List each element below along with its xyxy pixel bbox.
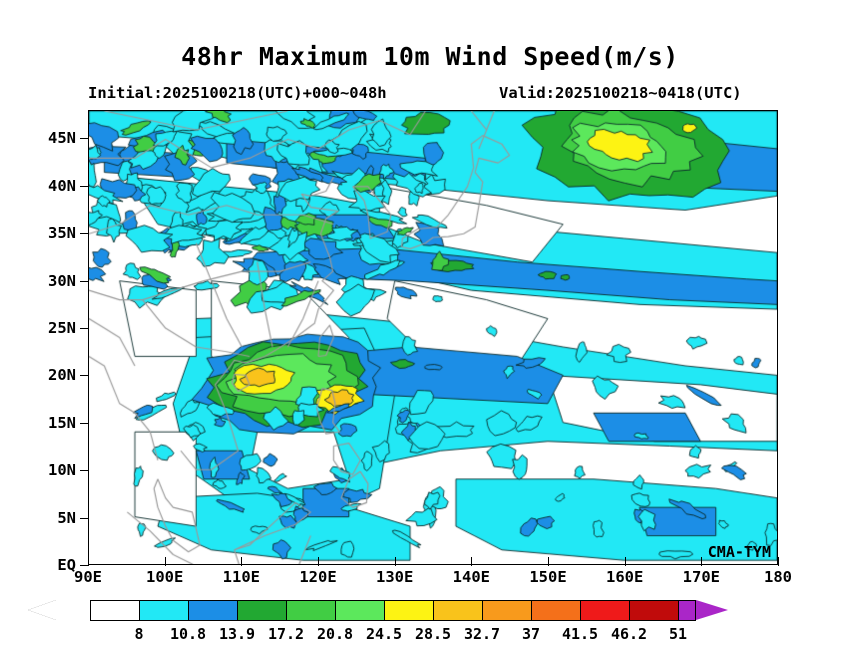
colorbar-swatch xyxy=(678,600,696,621)
x-axis-tick-mark xyxy=(88,557,89,566)
colorbar-swatch xyxy=(580,600,629,621)
colorbar-tick-label: 28.5 xyxy=(414,625,452,643)
y-axis-tick-mark xyxy=(80,328,89,330)
colorbar-tick-label: 13.9 xyxy=(218,625,256,643)
x-axis-tick-mark xyxy=(778,557,779,566)
x-axis-tick-mark xyxy=(471,557,473,566)
colorbar-swatch xyxy=(482,600,531,621)
colorbar-swatch xyxy=(629,600,678,621)
colorbar-tick-label: 24.5 xyxy=(365,625,403,643)
page-title: 48hr Maximum 10m Wind Speed(m/s) xyxy=(181,42,679,71)
colorbar-tick-label: 51 xyxy=(668,625,688,643)
x-axis-tick-mark xyxy=(318,557,319,566)
x-axis-tick-label: 120E xyxy=(299,568,337,586)
x-axis-tick-label: 160E xyxy=(605,568,644,586)
y-axis-tick-mark xyxy=(80,280,89,282)
map-canvas xyxy=(89,111,777,564)
y-axis-tick-mark xyxy=(80,233,89,235)
colorbar-tick-label: 32.7 xyxy=(463,625,501,643)
colorbar-tick-label: 41.5 xyxy=(561,625,599,643)
y-axis-tick-label: 10N xyxy=(48,461,76,480)
colorbar-swatch xyxy=(286,600,335,621)
colorbar-swatch xyxy=(384,600,433,621)
colorbar-tick-label: 17.2 xyxy=(267,625,305,643)
colorbar-swatch xyxy=(433,600,482,621)
x-axis-tick-label: 110E xyxy=(222,568,260,586)
y-axis-tick-mark xyxy=(80,517,89,519)
x-axis-tick-label: 130E xyxy=(375,568,414,586)
x-axis-tick-mark xyxy=(394,557,396,566)
x-axis-tick-label: 100E xyxy=(145,568,184,586)
colorbar-tick-label: 10.8 xyxy=(169,625,207,643)
initial-time-label: Initial:2025100218(UTC)+000~048h xyxy=(88,84,387,102)
valid-time-label: Valid:2025100218~0418(UTC) xyxy=(499,84,742,102)
colorbar-tick-label: 37 xyxy=(521,625,541,643)
colorbar-swatch xyxy=(335,600,384,621)
wind-speed-map: CMA-TYM xyxy=(88,110,778,565)
colorbar-tick-label: 20.8 xyxy=(316,625,354,643)
y-axis-tick-mark xyxy=(80,422,89,424)
x-axis-tick-label: 180 xyxy=(764,568,792,586)
colorbar-segments xyxy=(90,600,696,621)
x-axis-tick-mark xyxy=(701,557,703,566)
y-axis-tick-label: 20N xyxy=(48,366,76,385)
x-axis-tick-label: 140E xyxy=(452,568,490,586)
y-axis-tick-mark xyxy=(80,565,89,566)
x-axis-tick-mark xyxy=(624,557,626,566)
y-axis-tick-label: 35N xyxy=(48,224,76,243)
y-axis-tick-label: 40N xyxy=(48,176,76,195)
x-axis-tick-mark xyxy=(241,557,243,566)
x-axis-tick-label: 150E xyxy=(529,568,567,586)
x-axis-tick-label: 170E xyxy=(682,568,720,586)
colorbar-swatch xyxy=(90,600,139,621)
y-axis-tick-label: EQ xyxy=(57,556,76,574)
y-axis-tick-label: 5N xyxy=(57,508,76,527)
x-axis-tick-label: 90E xyxy=(74,568,102,586)
y-axis-tick-mark xyxy=(80,375,89,377)
y-axis-tick-label: 25N xyxy=(48,319,76,338)
colorbar-swatch xyxy=(139,600,188,621)
colorbar-tick-label: 46.2 xyxy=(610,625,648,643)
x-axis-tick-mark xyxy=(164,557,166,566)
colorbar: 8 10.8 13.9 17.2 20.8 24.5 28.5 32.7 37 41.5 46.2 5… xyxy=(0,600,860,660)
y-axis-tick-mark xyxy=(80,138,89,140)
colorbar-under-arrow xyxy=(28,600,56,620)
y-axis-tick-label: 30N xyxy=(48,271,76,290)
x-axis-tick-mark xyxy=(548,557,549,566)
y-axis-tick-label: 15N xyxy=(48,413,76,432)
colorbar-swatch xyxy=(237,600,286,621)
y-axis-tick-mark xyxy=(80,470,89,472)
y-axis-tick-label: 45N xyxy=(48,129,76,148)
credit-label: CMA-TYM xyxy=(707,543,771,561)
colorbar-over-arrow xyxy=(696,600,728,620)
colorbar-swatch xyxy=(531,600,580,621)
y-axis-tick-mark xyxy=(80,185,89,187)
colorbar-swatch xyxy=(188,600,237,621)
colorbar-tick-label: 8 xyxy=(134,625,144,643)
